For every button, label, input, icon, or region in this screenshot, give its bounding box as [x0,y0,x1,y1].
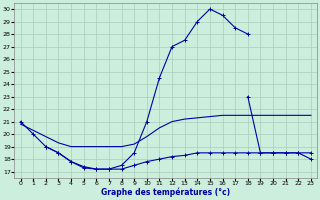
X-axis label: Graphe des températures (°c): Graphe des températures (°c) [101,188,230,197]
